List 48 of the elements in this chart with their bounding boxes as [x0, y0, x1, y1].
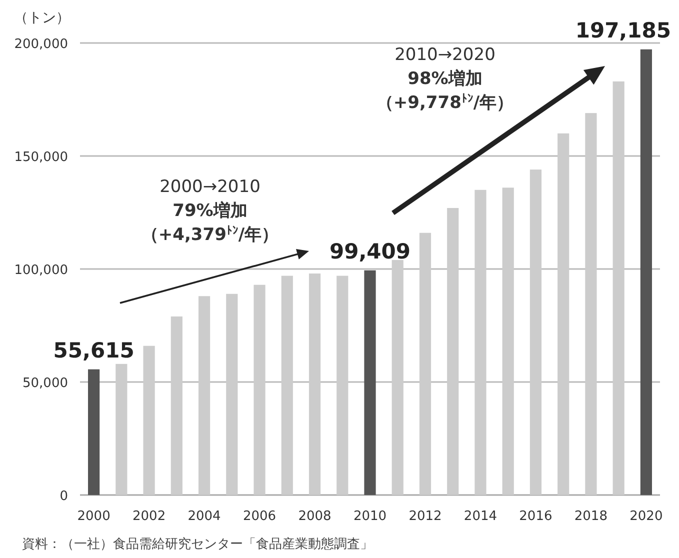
bar	[392, 260, 404, 495]
y-tick-label: 0	[60, 489, 68, 504]
bar	[364, 270, 376, 495]
y-tick-label: 200,000	[14, 37, 68, 52]
bar	[612, 81, 624, 495]
x-tick-label: 2008	[298, 509, 332, 524]
bar	[419, 232, 432, 495]
bar	[308, 274, 321, 495]
annotation: 2010→2020	[394, 45, 496, 65]
annotation: 79%増加	[172, 200, 248, 221]
annotation: （+9,778$^{ﾄﾝ}$/年）	[376, 92, 514, 113]
x-tick-label: 2014	[464, 509, 498, 524]
x-tick-label: 2016	[519, 509, 552, 524]
bar	[281, 276, 293, 495]
x-tick-label: 2004	[188, 509, 221, 524]
bar	[640, 49, 652, 495]
x-tick-label: 2018	[574, 509, 608, 524]
annotation: 2000→2010	[160, 177, 260, 197]
bar	[447, 208, 459, 495]
annotation: （+4,379$^{ﾄﾝ}$/年）	[141, 224, 279, 245]
bar	[88, 369, 100, 495]
bar	[143, 346, 155, 495]
data-label: 197,185	[575, 18, 671, 42]
data-label: 99,409	[329, 239, 411, 264]
y-tick-label: 100,000	[14, 263, 68, 278]
y-tick-label: 50,000	[22, 376, 68, 391]
x-tick-label: 2020	[630, 509, 663, 524]
bar	[198, 296, 210, 495]
x-tick-label: 2006	[242, 509, 276, 524]
bar	[502, 188, 514, 495]
x-tick-label: 2012	[408, 509, 442, 524]
text: 資料：（一社）食品需給研究センター「食品産業動態調査」	[22, 536, 373, 552]
bar	[558, 133, 570, 495]
x-tick-label: 2002	[132, 509, 166, 524]
y-axis-title: （トン）	[14, 10, 70, 26]
bar	[170, 316, 182, 495]
bar	[254, 284, 266, 495]
y-tick-label: 150,000	[14, 150, 68, 165]
data-label: 55,615	[53, 338, 134, 362]
bar	[116, 364, 128, 495]
bar	[585, 113, 597, 495]
bar	[226, 294, 238, 495]
x-tick-label: 2000	[77, 509, 110, 524]
bar	[474, 190, 486, 495]
bar	[336, 276, 348, 495]
x-tick-label: 2010	[353, 509, 387, 524]
bar	[530, 170, 542, 495]
annotation: 98%増加	[408, 68, 482, 89]
